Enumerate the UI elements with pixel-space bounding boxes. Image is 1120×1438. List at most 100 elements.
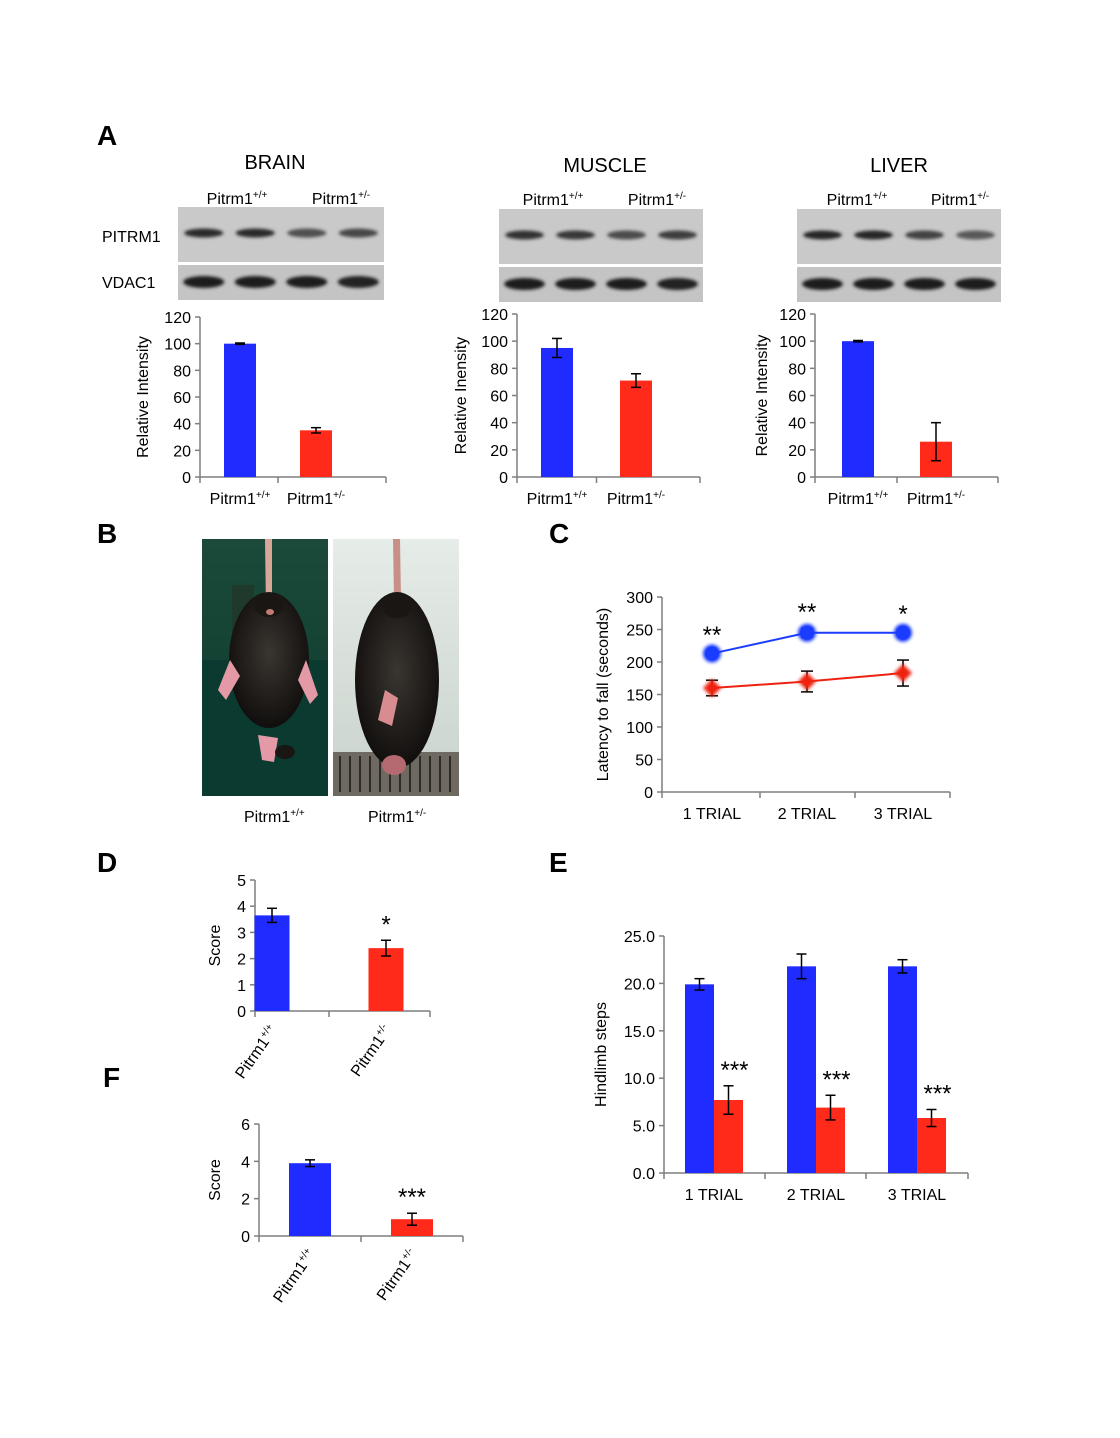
blot-band-vdac1 [955,278,996,290]
panel-letter-e: E [549,847,568,878]
y-tick-label: 10.0 [624,1071,655,1088]
blot-band-vdac1 [337,276,379,288]
bar-wild-type [888,966,917,1173]
y-tick-label: 80 [173,363,191,380]
blot-band-pitrm1 [854,230,893,240]
panel-letter-d: D [97,847,117,878]
significance-label: * [898,601,907,628]
blot-band-vdac1 [802,278,843,290]
y-tick-label: 2 [241,1192,250,1209]
blot-liver: LIVER Pitrm1+/+ Pitrm1+/- [797,155,1001,302]
bar-chart-a-liver: 0 20 40 60 80 100 120 Relative Intensity Pitrm1+… [754,307,999,508]
bar-chart-f: 0 2 4 6 Score Pitrm1+/+ *** Pitrm1+/- [207,1117,464,1306]
blot-band-pitrm1 [607,230,646,240]
y-tick-label: 120 [164,310,191,327]
bar-wild-type [254,915,290,1011]
x-category-label: 2 TRIAL [778,806,837,823]
blot-band-vdac1 [504,278,545,290]
y-tick-label: 80 [490,361,508,378]
y-tick-label: 120 [481,307,508,324]
y-tick-label: 3 [237,925,246,942]
y-axis-title: Relative Inensity [453,337,470,454]
blot-label-wt: Pitrm1+/+ [207,190,268,208]
x-category-label: Pitrm1+/+ [527,490,588,508]
y-tick-label: 100 [626,720,653,737]
blot-band-vdac1 [286,276,328,288]
x-category-label: 1 TRIAL [685,1187,744,1204]
blot-band-pitrm1 [905,230,944,240]
photo-wild-type [202,539,328,796]
blot-band-pitrm1 [235,228,275,238]
y-tick-label: 25.0 [624,929,655,946]
y-tick-label: 1 [237,978,246,995]
bar-wild-type [685,984,714,1173]
x-category-label: 3 TRIAL [888,1187,947,1204]
y-tick-label: 20 [173,443,191,460]
y-tick-label: 50 [635,753,653,770]
y-tick-label: 100 [481,334,508,351]
bar-wild-type [224,343,256,477]
blot-band-vdac1 [606,278,647,290]
significance-label: *** [923,1080,951,1107]
y-tick-label: 300 [626,590,653,607]
y-axis-title: Relative Intensity [754,335,771,457]
bar-wild-type [842,341,874,477]
panel-letter-f: F [103,1062,120,1093]
photo-heterozygous [333,539,459,796]
y-axis-title: Relative Intensity [135,336,152,458]
bar-chart-a-brain: 0 20 40 60 80 100 120 Relative Intensity Pitrm1+… [135,310,387,508]
blot-title: BRAIN [244,152,305,174]
blot-band-vdac1 [657,278,698,290]
point-marker-het [798,672,816,691]
bar-wild-type [289,1163,331,1236]
blot-band-pitrm1 [184,228,224,238]
y-tick-label: 0 [644,785,653,802]
bar-heterozygous [368,948,404,1011]
significance-label: *** [822,1066,850,1093]
significance-label: ** [703,622,722,649]
y-tick-label: 20 [788,443,806,460]
x-category-label: 1 TRIAL [683,806,742,823]
y-tick-label: 200 [626,655,653,672]
point-marker-het [894,664,912,683]
blot-band-pitrm1 [658,230,697,240]
bar-chart-a-muscle: 0 20 40 60 80 100 120 Relative Inensity Pitrm1+/… [453,307,701,508]
x-category-label: Pitrm1+/- [347,1022,395,1080]
bar-heterozygous [300,430,332,477]
bar-chart-e: 0.0 5.0 10.0 15.0 20.0 25.0 Hindlimb steps 1 TR… [593,929,969,1204]
y-tick-label: 40 [173,417,191,434]
y-tick-label: 0.0 [633,1166,655,1183]
y-tick-label: 40 [490,416,508,433]
y-tick-label: 60 [490,389,508,406]
y-tick-label: 20 [490,443,508,460]
y-axis-title: Score [207,1159,224,1201]
blot-label-wt: Pitrm1+/+ [523,191,584,209]
bar-wild-type [541,347,573,477]
blot-band-vdac1 [234,276,276,288]
y-tick-label: 250 [626,623,653,640]
bar-wild-type [787,966,816,1173]
blot-band-vdac1 [904,278,945,290]
point-marker-het [703,679,721,697]
y-tick-label: 4 [237,899,246,916]
y-tick-label: 15.0 [624,1024,655,1041]
blot-muscle: MUSCLE Pitrm1+/+ Pitrm1+/- [499,155,703,302]
y-axis-title: Latency to fall (seconds) [595,608,612,781]
blot-label-het: Pitrm1+/- [312,190,370,208]
significance-label: *** [720,1057,748,1084]
blot-row-label-pitrm1: PITRM1 [102,229,161,246]
blot-label-het: Pitrm1+/- [931,191,989,209]
mouse-photos: Pitrm1+/+ Pitrm1+/- [202,539,459,826]
y-axis-title: Score [207,925,224,967]
y-tick-label: 120 [779,307,806,324]
y-tick-label: 5.0 [633,1119,655,1136]
x-category-label: Pitrm1+/- [607,490,665,508]
x-category-label: Pitrm1+/+ [210,490,271,508]
y-tick-label: 4 [241,1154,250,1171]
y-tick-label: 2 [237,952,246,969]
y-tick-label: 5 [237,873,246,890]
y-tick-label: 0 [237,1004,246,1021]
blot-band-pitrm1 [556,230,595,240]
